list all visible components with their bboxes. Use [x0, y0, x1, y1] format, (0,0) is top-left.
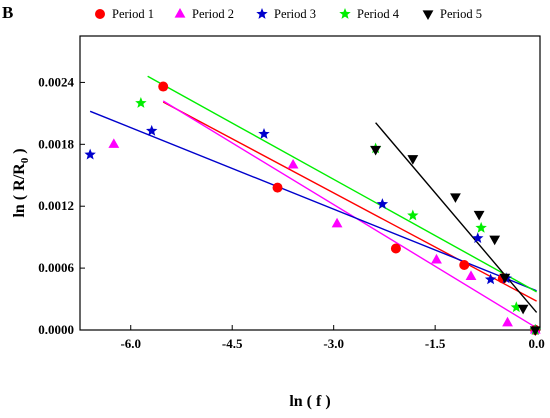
data-point: [135, 97, 147, 108]
legend-marker: [422, 10, 434, 20]
plot-frame: [79, 35, 541, 331]
y-axis-title-close: ): [11, 148, 28, 157]
fit-line-period-4: [147, 75, 537, 293]
data-point: [272, 182, 283, 193]
x-tick-label: 0.0: [528, 336, 544, 351]
data-point: [390, 243, 401, 254]
data-point: [484, 273, 497, 285]
data-point: [407, 155, 419, 165]
y-tick-label: 0.0000: [38, 322, 74, 337]
data-point: [499, 273, 511, 284]
data-point: [502, 316, 513, 327]
y-axis-title-subscript: 0: [19, 157, 31, 163]
data-point: [475, 221, 487, 233]
legend-label: Period 1: [112, 7, 154, 21]
legend-item-period-2: Period 2: [174, 7, 234, 21]
data-point: [472, 232, 484, 244]
fit-line-period-1: [162, 101, 537, 302]
legend-marker: [256, 8, 268, 19]
panel-label: B: [2, 3, 13, 22]
data-point: [258, 128, 270, 139]
data-point: [473, 210, 485, 221]
data-point: [146, 124, 158, 136]
series-period-5: [370, 145, 541, 336]
data-point: [331, 217, 343, 228]
series-period-1: [158, 81, 541, 335]
data-point: [510, 301, 523, 313]
data-point: [431, 253, 442, 264]
fit-line-period-3: [89, 110, 537, 292]
data-point: [465, 270, 477, 280]
series-period-2: [108, 138, 541, 334]
y-tick-label: 0.0006: [38, 260, 74, 275]
data-point: [287, 158, 299, 169]
data-point: [450, 193, 461, 203]
x-tick-label: -4.5: [222, 336, 243, 351]
y-axis-title: ln ( R/R0 ): [11, 148, 31, 217]
y-axis-title-main: ln ( R/R: [11, 163, 28, 218]
legend-marker: [95, 9, 105, 19]
data-point: [370, 145, 382, 156]
legend-marker: [174, 8, 186, 18]
y-tick-label: 0.0018: [38, 136, 74, 151]
y-tick-label: 0.0024: [38, 74, 74, 89]
x-axis-ticks: -6.0 -4.5 -3.0 -1.5 0.0: [120, 325, 545, 351]
legend: Period 1 Period 2 Period 3 Period 4 Period 5: [95, 7, 482, 21]
legend-item-period-1: Period 1: [95, 7, 154, 21]
data-point: [84, 148, 96, 160]
fit-line-period-5: [375, 122, 538, 313]
legend-label: Period 2: [192, 7, 234, 21]
series-period-3: [84, 124, 541, 335]
data-point: [376, 198, 389, 209]
data-point: [459, 260, 470, 271]
axes: [79, 35, 541, 331]
data-point: [158, 81, 169, 92]
data-point: [489, 235, 501, 246]
data-points: [84, 81, 541, 336]
legend-marker: [339, 8, 351, 19]
legend-label: Period 5: [440, 7, 482, 21]
x-axis-title: ln ( f ): [289, 393, 330, 410]
data-point: [517, 304, 529, 315]
fit-lines: [89, 75, 538, 329]
legend-item-period-5: Period 5: [422, 7, 482, 21]
y-tick-label: 0.0012: [38, 198, 74, 213]
data-point: [108, 138, 120, 148]
x-tick-label: -1.5: [425, 336, 446, 351]
data-point: [407, 209, 419, 221]
legend-item-period-4: Period 4: [339, 7, 400, 21]
fit-line-period-2: [162, 100, 537, 329]
legend-label: Period 3: [274, 7, 316, 21]
x-tick-label: -3.0: [323, 336, 344, 351]
legend-item-period-3: Period 3: [256, 7, 316, 21]
y-axis-ticks: 0.0000 0.0006 0.0012 0.0018 0.0024: [38, 74, 85, 337]
x-tick-label: -6.0: [120, 336, 141, 351]
data-point: [529, 326, 541, 336]
legend-label: Period 4: [357, 7, 400, 21]
